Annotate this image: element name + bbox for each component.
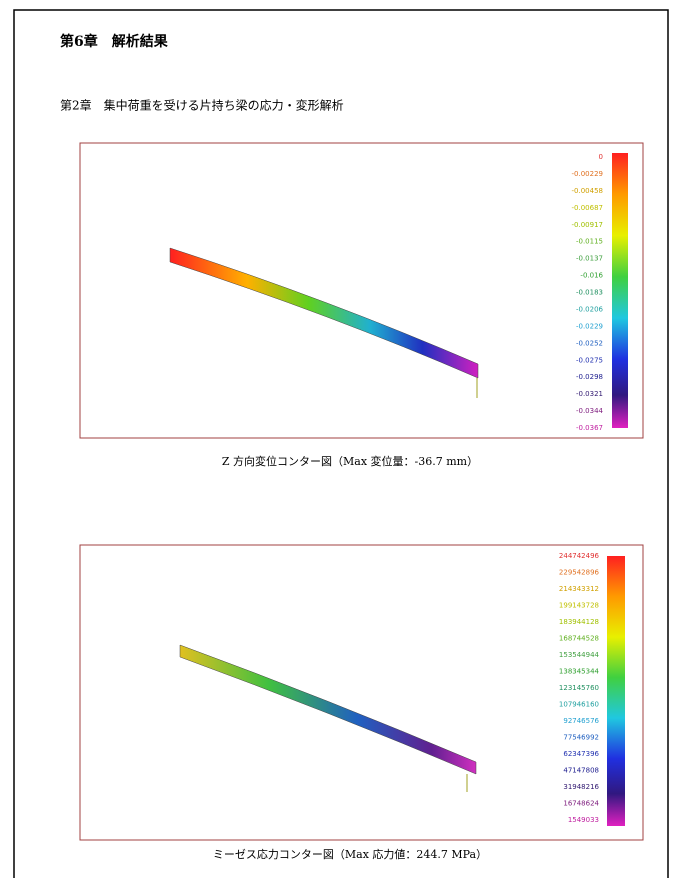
section-title: 第2章 集中荷重を受ける片持ち梁の応力・変形解析 (60, 98, 344, 113)
legend-label: -0.0229 (576, 322, 603, 330)
legend-label: -0.0115 (576, 238, 603, 246)
legend-label: 47147808 (563, 767, 599, 775)
legend-label: 138345344 (559, 668, 600, 676)
legend-label: 229542896 (559, 569, 600, 577)
document: 第6章 解析結果 第2章 集中荷重を受ける片持ち梁の応力・変形解析 0 -0.00… (0, 0, 678, 878)
legend-label: 62347396 (563, 750, 599, 758)
legend-label: 1549033 (568, 816, 599, 824)
legend-label: 31948216 (563, 783, 599, 791)
legend-label: -0.00229 (572, 170, 603, 178)
color-bar (607, 556, 625, 826)
legend-label: 16748624 (563, 800, 599, 808)
legend-label: -0.0298 (576, 373, 603, 381)
legend-label: 183944128 (559, 618, 599, 626)
legend-label: -0.0183 (576, 289, 603, 297)
legend-label: -0.0137 (576, 255, 603, 263)
legend-label: 214343312 (559, 585, 599, 593)
legend-label: 0 (599, 153, 603, 161)
chapter-title: 第6章 解析結果 (60, 33, 169, 50)
legend-label: -0.0252 (576, 339, 603, 347)
legend-label: 107946160 (559, 701, 599, 709)
color-bar (612, 153, 628, 428)
legend-label: 123145760 (559, 684, 599, 692)
legend-label: 199143728 (559, 602, 599, 610)
legend-label: -0.00458 (572, 187, 603, 195)
legend-label: -0.0344 (576, 407, 604, 415)
legend-label: -0.0321 (576, 390, 603, 398)
legend-label: -0.00687 (572, 204, 603, 212)
legend-label: -0.00917 (572, 221, 603, 229)
legend-label: 92746576 (563, 717, 599, 725)
legend-label: -0.0367 (576, 424, 603, 432)
legend-label: -0.016 (580, 272, 603, 280)
legend-label: -0.0206 (576, 305, 604, 313)
figure-caption: Z 方向変位コンター図（Max 変位量：-36.7 mm） (222, 454, 478, 468)
figure-caption: ミーゼス応力コンター図（Max 応力値：244.7 MPa） (213, 847, 487, 861)
legend-label: -0.0275 (576, 356, 603, 364)
legend-label: 168744528 (559, 635, 599, 643)
legend-label: 244742496 (559, 552, 600, 560)
legend-label: 153544944 (559, 651, 600, 659)
figure-frame (80, 143, 643, 438)
page: 第6章 解析結果 第2章 集中荷重を受ける片持ち梁の応力・変形解析 0 -0.00… (0, 0, 678, 878)
legend-label: 77546992 (563, 734, 599, 742)
